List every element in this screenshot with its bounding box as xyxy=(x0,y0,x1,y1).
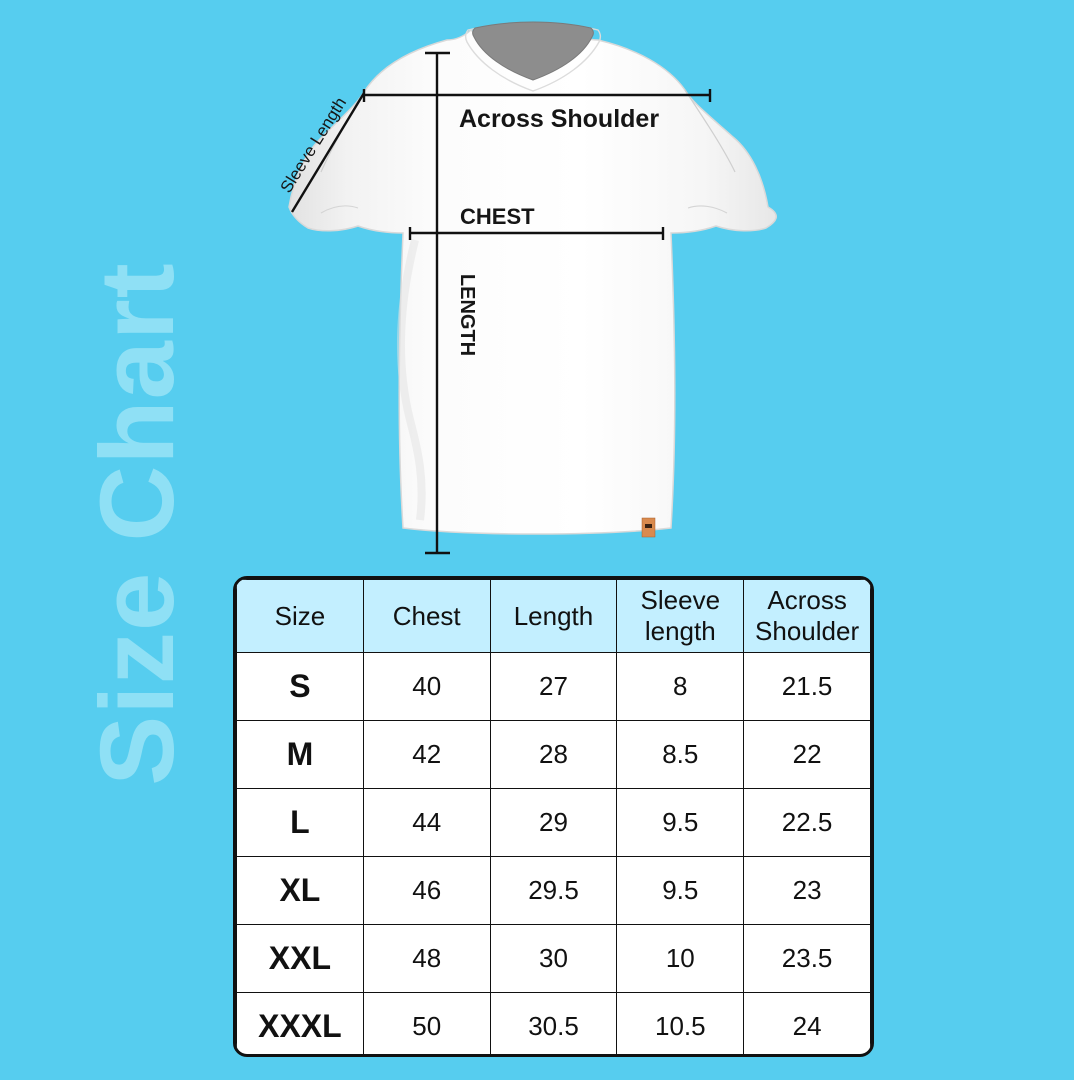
svg-text:LENGTH: LENGTH xyxy=(456,274,478,356)
svg-text:CHEST: CHEST xyxy=(460,204,535,229)
svg-text:Across Shoulder: Across Shoulder xyxy=(459,105,659,133)
